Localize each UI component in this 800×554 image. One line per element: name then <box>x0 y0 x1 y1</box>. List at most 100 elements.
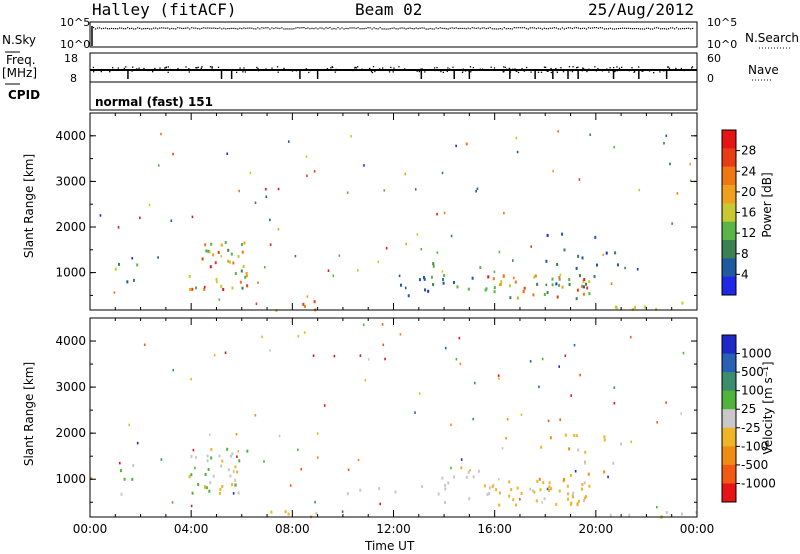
nave-dot <box>597 68 599 70</box>
nsky-dot <box>399 27 401 29</box>
nsky-dot <box>597 27 600 29</box>
power-speck <box>404 172 407 176</box>
velocity-cell <box>460 466 463 470</box>
nsky-dot <box>539 27 541 29</box>
velocity-speck <box>333 354 336 358</box>
power-speck <box>338 254 341 257</box>
power-speck <box>414 188 417 191</box>
nsky-dot <box>655 27 658 29</box>
velocity-speck <box>519 497 521 501</box>
nsky-dot <box>259 28 261 30</box>
power-cell <box>588 280 591 284</box>
nave-dot <box>177 67 179 70</box>
velocity-ytick-label: 4000 <box>55 334 86 348</box>
nsky-dot <box>505 28 507 30</box>
nsky-dot <box>389 28 391 30</box>
nave-dot <box>159 67 161 69</box>
nave-dot <box>462 70 464 72</box>
power-cell <box>558 283 561 287</box>
nsky-dot <box>463 27 465 29</box>
nsky-dot <box>265 27 267 29</box>
velocity-cell <box>584 461 587 465</box>
power-cell <box>615 306 618 310</box>
nsky-dot <box>599 27 602 29</box>
velocity-cell <box>270 510 273 514</box>
power-cell <box>133 278 136 282</box>
velocity-cell <box>234 465 237 469</box>
velocity-cell <box>571 495 574 499</box>
nsky-dot <box>237 28 239 30</box>
nave-dot <box>326 68 329 70</box>
velocity-speck <box>190 377 192 381</box>
nsky-dot <box>561 27 563 29</box>
nsky-dot <box>663 28 666 30</box>
velocity-speck <box>297 334 300 338</box>
nave-dot <box>370 70 373 73</box>
nsky-dot <box>183 27 185 29</box>
nave-dot <box>330 67 332 69</box>
power-speck <box>269 243 272 246</box>
velocity-speck <box>269 349 271 352</box>
velocity-speck <box>458 336 461 340</box>
velocity-cell <box>206 459 209 463</box>
nave-dot <box>282 69 285 71</box>
nave-dot <box>621 66 623 68</box>
nave-dot <box>283 67 285 70</box>
power-speck <box>117 226 120 229</box>
velocity-cell <box>542 481 545 485</box>
nsky-dot <box>331 28 333 30</box>
power-colorbar-segment <box>722 166 736 186</box>
nave-dot <box>684 68 687 71</box>
power-speck <box>516 150 519 154</box>
velocity-speck <box>414 411 416 414</box>
velocity-speck <box>497 374 500 377</box>
nsky-dot <box>407 27 409 30</box>
nave-dot <box>683 69 685 72</box>
power-colorbar-segment <box>722 276 736 296</box>
power-cell <box>514 280 517 284</box>
power-cell <box>681 301 684 305</box>
nsky-dot <box>233 27 235 29</box>
nave-dot <box>169 68 171 71</box>
nave-dot <box>638 66 640 68</box>
power-speck <box>269 218 271 222</box>
nsky-dot <box>529 27 531 29</box>
velocity-speck <box>323 404 326 407</box>
nave-dot <box>452 66 454 68</box>
power-cell <box>246 284 249 288</box>
power-cell <box>191 287 194 291</box>
power-colorbar-tick-label: 8 <box>741 247 749 261</box>
nsky-dot <box>323 28 325 30</box>
velocity-cell <box>603 435 606 439</box>
power-cell <box>577 254 580 258</box>
velocity-cell <box>609 513 612 517</box>
velocity-cell <box>488 491 491 495</box>
velocity-speck <box>236 455 238 458</box>
nave-dot <box>619 69 621 72</box>
nsky-dot <box>419 27 421 29</box>
velocity-speck <box>574 469 577 473</box>
power-speck <box>636 267 639 271</box>
nsky-dot <box>271 27 273 29</box>
power-speck <box>265 187 267 191</box>
nave-dot <box>188 71 190 73</box>
nsky-dot <box>581 27 584 30</box>
nave-dot <box>154 67 156 70</box>
nave-dot <box>356 66 359 68</box>
nave-dot <box>659 71 661 73</box>
cpid-value: normal (fast) 151 <box>95 95 213 109</box>
nsky-dot <box>497 28 499 30</box>
power-speck <box>441 270 444 273</box>
power-cell <box>217 250 220 254</box>
nsky-dot <box>679 28 682 30</box>
power-cell <box>498 283 501 287</box>
nsky-dot <box>127 27 129 29</box>
nsky-dot <box>387 28 389 30</box>
nave-dot <box>361 68 363 70</box>
velocity-speck <box>607 475 609 479</box>
nsky-dot <box>459 27 461 29</box>
nave-dot <box>212 69 214 72</box>
velocity-speck <box>160 458 163 461</box>
power-cell <box>556 295 559 299</box>
power-speck <box>113 291 116 294</box>
